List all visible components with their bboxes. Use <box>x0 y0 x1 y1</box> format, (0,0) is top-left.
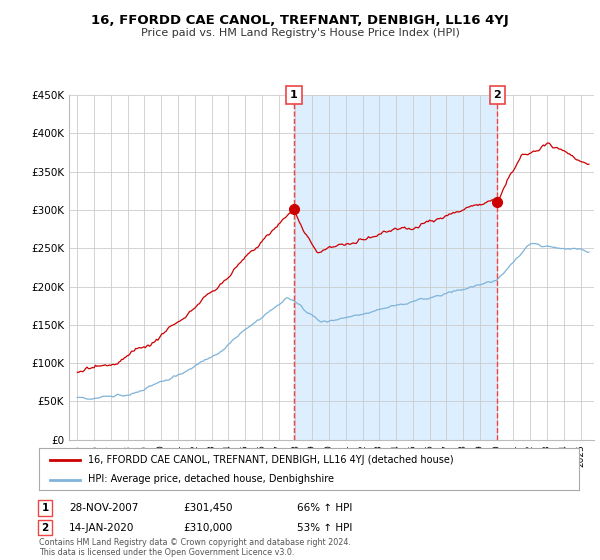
Text: 53% ↑ HPI: 53% ↑ HPI <box>297 522 352 533</box>
Text: Price paid vs. HM Land Registry's House Price Index (HPI): Price paid vs. HM Land Registry's House … <box>140 28 460 38</box>
Text: 2: 2 <box>494 90 501 100</box>
Text: 16, FFORDD CAE CANOL, TREFNANT, DENBIGH, LL16 4YJ (detached house): 16, FFORDD CAE CANOL, TREFNANT, DENBIGH,… <box>88 455 453 465</box>
Text: 14-JAN-2020: 14-JAN-2020 <box>69 522 134 533</box>
Text: 1: 1 <box>290 90 298 100</box>
Text: £301,450: £301,450 <box>183 503 233 513</box>
Text: 2: 2 <box>41 522 49 533</box>
Text: 1: 1 <box>41 503 49 513</box>
Text: 16, FFORDD CAE CANOL, TREFNANT, DENBIGH, LL16 4YJ: 16, FFORDD CAE CANOL, TREFNANT, DENBIGH,… <box>91 14 509 27</box>
Bar <box>294 95 497 440</box>
Text: 66% ↑ HPI: 66% ↑ HPI <box>297 503 352 513</box>
Text: HPI: Average price, detached house, Denbighshire: HPI: Average price, detached house, Denb… <box>88 474 334 484</box>
Text: £310,000: £310,000 <box>183 522 232 533</box>
Text: Contains HM Land Registry data © Crown copyright and database right 2024.
This d: Contains HM Land Registry data © Crown c… <box>39 538 351 557</box>
Text: 28-NOV-2007: 28-NOV-2007 <box>69 503 139 513</box>
